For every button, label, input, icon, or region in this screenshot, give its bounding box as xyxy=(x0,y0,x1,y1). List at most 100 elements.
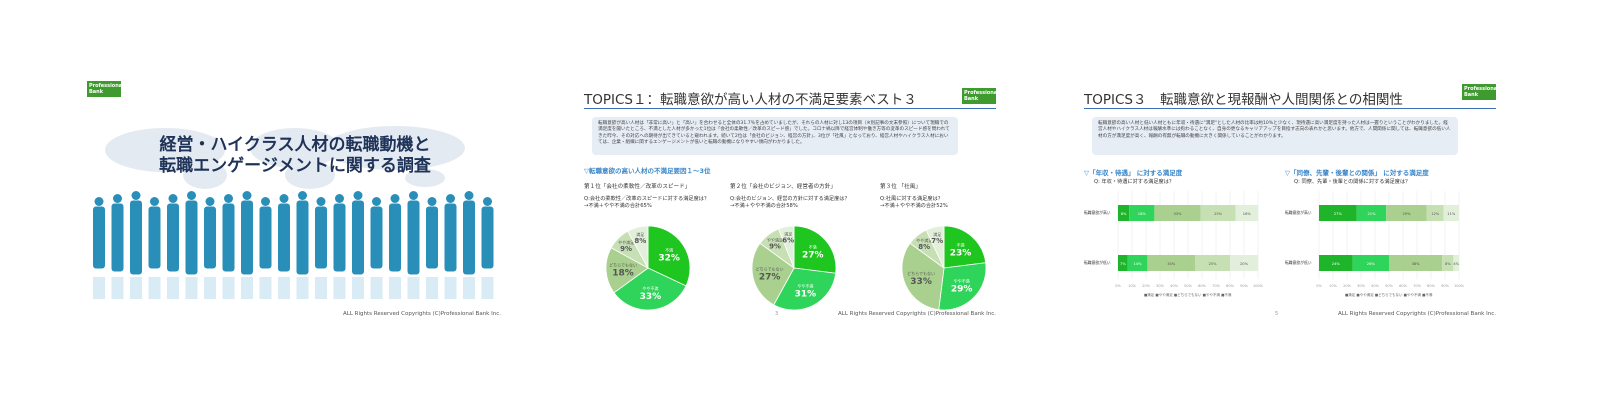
axis-tick-label: 50% xyxy=(1184,284,1192,288)
bar-value-label: 8% xyxy=(1121,212,1127,216)
slide-topics-3: TOPICS３ 転職意欲と現報酬や人間関係との相関性 Professional … xyxy=(1080,75,1500,325)
person-silhouette xyxy=(426,197,438,299)
bar-value-label: 27% xyxy=(1334,212,1343,216)
axis-tick-label: 90% xyxy=(1240,284,1248,288)
slice-category-label: やや満足 xyxy=(618,239,634,245)
bar-value-label: 21% xyxy=(1368,212,1377,216)
slice-category-label: どちらでもない xyxy=(907,270,935,276)
question-text: Q:会社のビジョン、経営の方針に対する満足度は？ →不満＋やや不満の合計58% xyxy=(730,196,850,209)
axis-tick-label: 0% xyxy=(1115,284,1121,288)
bar-segment xyxy=(1453,255,1459,271)
person-silhouette xyxy=(352,191,364,299)
axis-tick-label: 40% xyxy=(1170,284,1178,288)
bar-segment xyxy=(1319,205,1357,221)
person-silhouette xyxy=(481,197,494,299)
axis-tick-label: 80% xyxy=(1226,284,1234,288)
bar-segment xyxy=(1426,205,1444,221)
slide-topics-1: TOPICS１：転職意欲が高い人材の不満足要素ベスト３ Professional… xyxy=(580,75,1000,325)
slice-value-label: 6% xyxy=(782,237,794,245)
professional-bank-logo: Professional Bank xyxy=(1462,84,1499,100)
person-silhouette xyxy=(111,194,124,299)
axis-tick-label: 20% xyxy=(1343,284,1351,288)
bar-segment xyxy=(1235,205,1258,221)
slice-value-label: 27% xyxy=(802,250,824,260)
axis-tick-label: 70% xyxy=(1413,284,1421,288)
slice-value-label: 31% xyxy=(795,289,817,299)
bar-value-label: 33% xyxy=(1174,212,1183,216)
slice-value-label: 7% xyxy=(931,237,943,245)
stacked-bar-chart: 0% 10% 20% 30% 40% 50% 60% 70% 80% 90% 100% 転職意欲が高い… xyxy=(1084,191,1264,297)
pie-slice xyxy=(773,267,837,311)
axis-tick-label: 30% xyxy=(1357,284,1365,288)
person-silhouette xyxy=(278,194,290,299)
bar-segment xyxy=(1147,255,1195,271)
business-people-silhouettes-image xyxy=(93,191,494,299)
pie-slice xyxy=(751,242,795,306)
slice-category-label: 満足 xyxy=(784,231,792,237)
bar-value-label: 29% xyxy=(1403,212,1412,216)
person-silhouette xyxy=(296,191,309,299)
person-silhouette xyxy=(241,191,253,299)
person-silhouette xyxy=(185,191,198,299)
page-number: 5 xyxy=(1275,311,1279,317)
bar-segment xyxy=(1195,255,1230,271)
axis-tick-label: 10% xyxy=(1128,284,1136,288)
bar-value-label: 34% xyxy=(1167,262,1176,266)
rank-label: 第１位「会社の柔軟性／改革のスピード」 xyxy=(584,184,691,190)
person-silhouette xyxy=(93,197,105,299)
copyright-footer: ALL Rights Reserved Copyrights (C)Profes… xyxy=(343,311,501,317)
pie-slice xyxy=(943,225,987,269)
pie-slice xyxy=(901,242,945,311)
slice-category-label: やや不満 xyxy=(797,282,813,288)
rank-label: 第３位 「社風」 xyxy=(880,184,921,190)
professional-bank-logo: Professional Bank xyxy=(87,81,124,97)
bar-row-label: 転職意欲が高い xyxy=(1285,210,1312,215)
slice-category-label: やや不満 xyxy=(642,285,658,291)
bar-segment xyxy=(1319,255,1353,271)
slice-value-label: 23% xyxy=(950,248,972,258)
bar-value-label: 11% xyxy=(1447,212,1456,216)
pie-slice xyxy=(647,225,691,287)
slice-value-label: 33% xyxy=(640,292,662,302)
question-text: Q:会社の柔軟性／改革のスピードに対する満足度は？ →不満＋やや不満の合計65% xyxy=(584,196,710,209)
bar-value-label: 14% xyxy=(1134,262,1143,266)
slice-category-label: どちらでもない xyxy=(609,262,637,268)
pie-slice xyxy=(627,225,649,269)
bar-segment xyxy=(1154,205,1201,221)
bar-value-label: 25% xyxy=(1214,212,1223,216)
bar-segment xyxy=(1127,255,1148,271)
slide-cover: Professional Bank 経営・ハイクラス人材の転職動機と 転職エンゲ… xyxy=(85,75,505,325)
axis-tick-label: 90% xyxy=(1441,284,1449,288)
pie-slice xyxy=(778,225,795,269)
pie-slice xyxy=(793,225,837,274)
axis-tick-label: 60% xyxy=(1198,284,1206,288)
section-heading: ▽転職意欲の高い人材の不満足要因１～3位 xyxy=(584,167,711,175)
axis-tick-label: 0% xyxy=(1316,284,1322,288)
title-rule xyxy=(584,108,996,109)
slice-value-label: 9% xyxy=(769,243,781,251)
slice-category-label: やや不満 xyxy=(954,278,970,284)
person-silhouette xyxy=(130,191,142,299)
bar-segment xyxy=(1129,205,1155,221)
axis-tick-label: 60% xyxy=(1399,284,1407,288)
person-silhouette xyxy=(148,197,161,299)
bar-segment xyxy=(1230,255,1258,271)
slice-value-label: 27% xyxy=(759,272,781,282)
slice-category-label: 不満 xyxy=(665,247,673,253)
bar-segment xyxy=(1386,205,1427,221)
chart-legend: ■満足 ■やや満足 ■どちらでもない ■やや不満 ■不満 xyxy=(1144,292,1232,297)
person-silhouette xyxy=(444,194,457,299)
bar-segment xyxy=(1200,205,1236,221)
axis-tick-label: 20% xyxy=(1142,284,1150,288)
person-silhouette xyxy=(167,194,179,299)
right-section-heading: ▽「同僚、先輩・後輩との関係」 に対する満足度 xyxy=(1285,169,1429,177)
slice-value-label: 29% xyxy=(951,285,973,295)
slice-value-label: 33% xyxy=(910,277,932,287)
slice-category-label: やや満足 xyxy=(916,237,932,243)
bar-value-label: 16% xyxy=(1243,212,1252,216)
pie-slice xyxy=(605,247,649,294)
person-silhouette xyxy=(370,197,383,299)
